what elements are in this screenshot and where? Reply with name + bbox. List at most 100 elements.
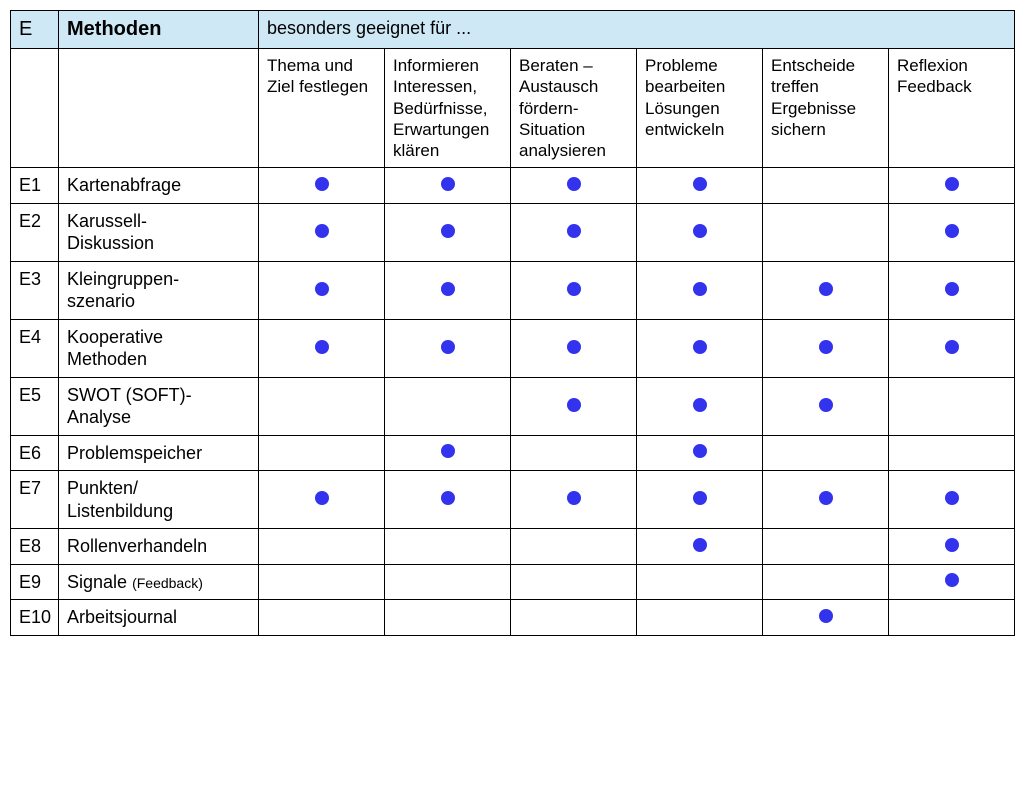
dot-cell [385,564,511,600]
dot-cell [259,600,385,636]
dot-icon [693,177,707,191]
dot-cell [511,203,637,261]
dot-icon [945,573,959,587]
dot-cell [511,600,637,636]
row-name: Kartenabfrage [59,168,259,204]
row-id: E5 [11,377,59,435]
dot-cell [385,529,511,565]
dot-icon [945,340,959,354]
table-row: E5SWOT (SOFT)-Analyse [11,377,1015,435]
dot-icon [567,177,581,191]
dot-cell [637,471,763,529]
dot-cell [385,471,511,529]
dot-cell [385,168,511,204]
table-row: E4KooperativeMethoden [11,319,1015,377]
row-id: E7 [11,471,59,529]
dot-icon [945,177,959,191]
row-name: Problemspeicher [59,435,259,471]
dot-icon [819,491,833,505]
dot-cell [637,261,763,319]
text-line: Informieren [393,55,502,76]
text-line: besonders geeignet für ... [267,17,1006,40]
column-header: Beraten – Austausch fördern-Situation an… [511,49,637,168]
dot-icon [567,282,581,296]
dot-cell [889,377,1015,435]
dot-icon [315,177,329,191]
dot-icon [693,538,707,552]
dot-icon [315,282,329,296]
dot-icon [441,177,455,191]
dot-cell [763,377,889,435]
dot-icon [945,282,959,296]
dot-cell [763,529,889,565]
dot-cell [385,203,511,261]
dot-cell [511,564,637,600]
dot-cell [889,435,1015,471]
column-header: Entscheide treffenErgebnisse sichern [763,49,889,168]
dot-icon [693,398,707,412]
column-header: Probleme bearbeitenLösungen entwickeln [637,49,763,168]
dot-cell [889,600,1015,636]
row-name-small: (Feedback) [132,575,203,591]
dot-cell [259,261,385,319]
dot-cell [763,600,889,636]
dot-icon [567,398,581,412]
row-id: E4 [11,319,59,377]
dot-icon [567,224,581,238]
dot-cell [259,529,385,565]
dot-icon [819,340,833,354]
dot-cell [259,377,385,435]
dot-icon [315,224,329,238]
dot-cell [763,471,889,529]
dot-cell [511,168,637,204]
dot-cell [259,168,385,204]
text-line: Lösungen entwickeln [645,98,754,141]
text-line: Situation analysieren [519,119,628,162]
dot-icon [945,538,959,552]
table-row: E10Arbeitsjournal [11,600,1015,636]
table-row: E8Rollenverhandeln [11,529,1015,565]
dot-icon [441,444,455,458]
dot-icon [441,224,455,238]
dot-cell [385,600,511,636]
dot-cell [511,529,637,565]
text-line: Beraten – Austausch fördern- [519,55,628,119]
column-header: Reflexion Feedback [889,49,1015,168]
header-e: E [11,11,59,49]
dot-icon [567,340,581,354]
header-spacer-1 [11,49,59,168]
dot-cell [511,261,637,319]
dot-cell [763,168,889,204]
dot-cell [259,203,385,261]
dot-cell [637,435,763,471]
dot-cell [511,435,637,471]
dot-cell [637,529,763,565]
row-id: E3 [11,261,59,319]
header-row-2: Thema und Ziel festlegen InformierenInte… [11,49,1015,168]
dot-icon [693,282,707,296]
dot-cell [637,600,763,636]
column-header: InformierenInteressen, Bedürfnisse, Erwa… [385,49,511,168]
dot-icon [819,609,833,623]
text-line: Probleme bearbeiten [645,55,754,98]
dot-cell [385,377,511,435]
row-id: E2 [11,203,59,261]
table-row: E7Punkten/Listenbildung [11,471,1015,529]
dot-icon [693,491,707,505]
row-name: Rollenverhandeln [59,529,259,565]
dot-cell [637,319,763,377]
row-name: Signale (Feedback) [59,564,259,600]
dot-cell [763,203,889,261]
dot-cell [511,377,637,435]
dot-cell [763,435,889,471]
dot-cell [259,319,385,377]
row-name: Karussell-Diskussion [59,203,259,261]
header-methoden: Methoden [59,11,259,49]
dot-cell [385,261,511,319]
dot-cell [259,435,385,471]
text-line: Reflexion Feedback [897,55,1006,98]
table-row: E6Problemspeicher [11,435,1015,471]
dot-cell [889,319,1015,377]
dot-cell [385,435,511,471]
dot-cell [889,471,1015,529]
